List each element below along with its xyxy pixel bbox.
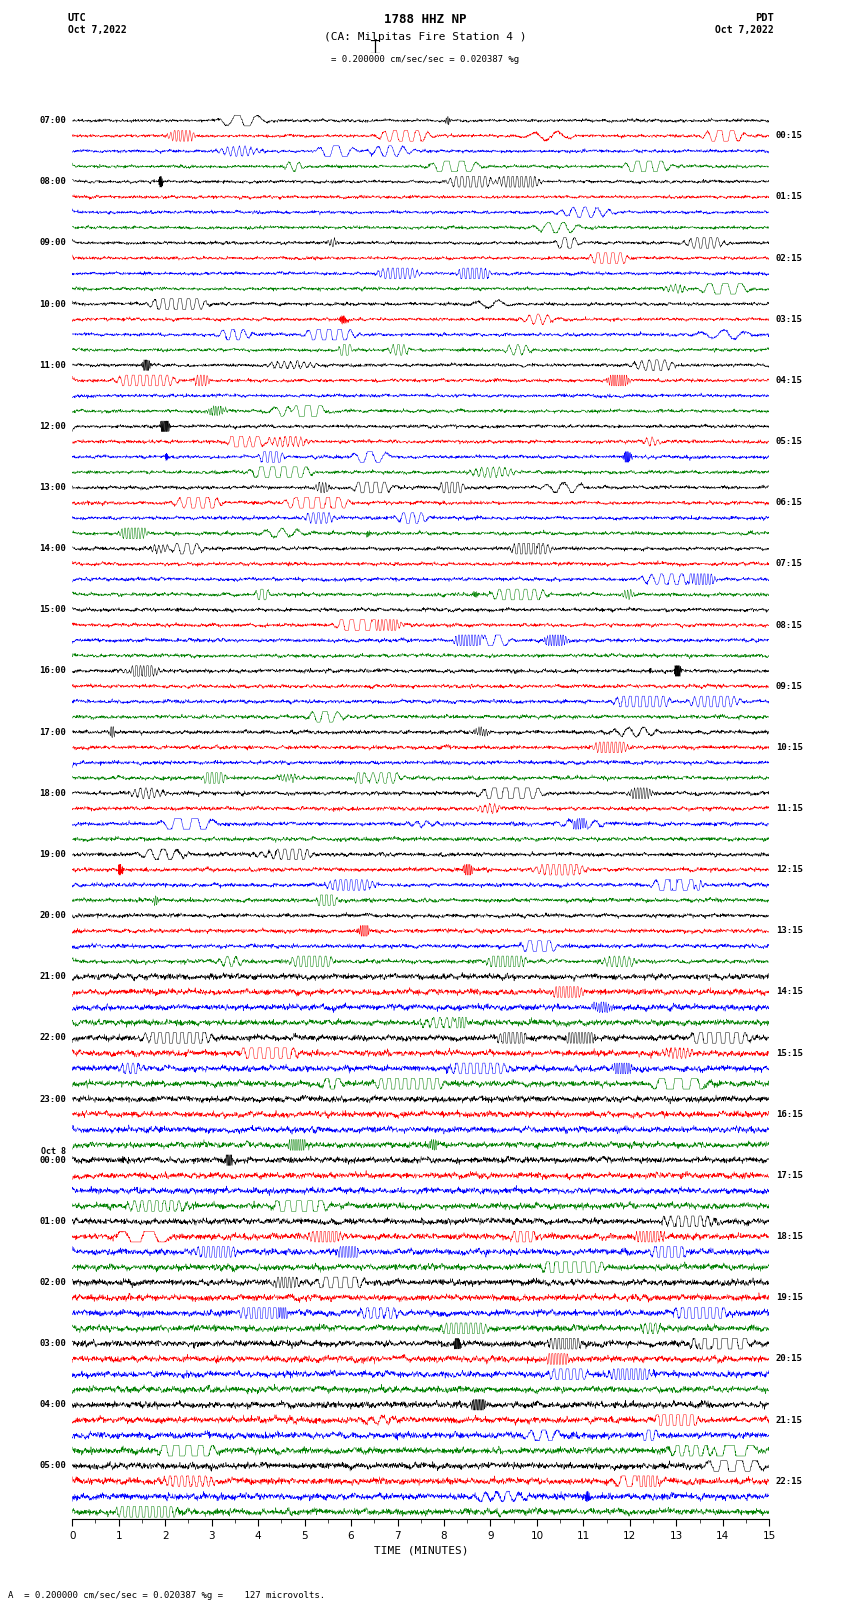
Text: 10:15: 10:15 xyxy=(776,744,802,752)
Text: 20:15: 20:15 xyxy=(776,1355,802,1363)
Text: 16:15: 16:15 xyxy=(776,1110,802,1119)
Text: 11:00: 11:00 xyxy=(40,361,66,369)
Text: 05:15: 05:15 xyxy=(776,437,802,447)
Text: 04:00: 04:00 xyxy=(40,1400,66,1410)
Text: 06:15: 06:15 xyxy=(776,498,802,506)
Text: Oct 7,2022: Oct 7,2022 xyxy=(68,26,127,35)
Text: 12:15: 12:15 xyxy=(776,865,802,874)
X-axis label: TIME (MINUTES): TIME (MINUTES) xyxy=(373,1545,468,1555)
Text: 04:15: 04:15 xyxy=(776,376,802,386)
Text: 14:15: 14:15 xyxy=(776,987,802,997)
Text: 09:00: 09:00 xyxy=(40,239,66,247)
Text: 13:00: 13:00 xyxy=(40,482,66,492)
Text: 23:00: 23:00 xyxy=(40,1095,66,1103)
Text: A  = 0.200000 cm/sec/sec = 0.020387 %g =    127 microvolts.: A = 0.200000 cm/sec/sec = 0.020387 %g = … xyxy=(8,1590,326,1600)
Text: 08:15: 08:15 xyxy=(776,621,802,629)
Text: 15:00: 15:00 xyxy=(40,605,66,615)
Text: 00:00: 00:00 xyxy=(40,1155,66,1165)
Text: 03:15: 03:15 xyxy=(776,315,802,324)
Text: 22:00: 22:00 xyxy=(40,1034,66,1042)
Text: 05:00: 05:00 xyxy=(40,1461,66,1471)
Text: 18:00: 18:00 xyxy=(40,789,66,798)
Text: 01:00: 01:00 xyxy=(40,1216,66,1226)
Text: 15:15: 15:15 xyxy=(776,1048,802,1058)
Text: 21:00: 21:00 xyxy=(40,973,66,981)
Text: 17:15: 17:15 xyxy=(776,1171,802,1181)
Text: 19:00: 19:00 xyxy=(40,850,66,858)
Text: 22:15: 22:15 xyxy=(776,1478,802,1486)
Text: 14:00: 14:00 xyxy=(40,544,66,553)
Text: UTC: UTC xyxy=(68,13,87,23)
Text: 1788 HHZ NP: 1788 HHZ NP xyxy=(383,13,467,26)
Text: 18:15: 18:15 xyxy=(776,1232,802,1240)
Text: 12:00: 12:00 xyxy=(40,423,66,431)
Text: 09:15: 09:15 xyxy=(776,682,802,690)
Text: 17:00: 17:00 xyxy=(40,727,66,737)
Text: (CA: Milpitas Fire Station 4 ): (CA: Milpitas Fire Station 4 ) xyxy=(324,32,526,42)
Text: 07:15: 07:15 xyxy=(776,560,802,568)
Text: 01:15: 01:15 xyxy=(776,192,802,202)
Text: 21:15: 21:15 xyxy=(776,1416,802,1424)
Text: Oct 7,2022: Oct 7,2022 xyxy=(715,26,774,35)
Text: 19:15: 19:15 xyxy=(776,1294,802,1302)
Text: PDT: PDT xyxy=(755,13,774,23)
Text: 02:00: 02:00 xyxy=(40,1277,66,1287)
Text: 08:00: 08:00 xyxy=(40,177,66,185)
Text: 20:00: 20:00 xyxy=(40,911,66,919)
Text: 02:15: 02:15 xyxy=(776,253,802,263)
Text: 07:00: 07:00 xyxy=(40,116,66,126)
Text: 03:00: 03:00 xyxy=(40,1339,66,1348)
Text: 10:00: 10:00 xyxy=(40,300,66,308)
Text: = 0.200000 cm/sec/sec = 0.020387 %g: = 0.200000 cm/sec/sec = 0.020387 %g xyxy=(331,55,519,65)
Text: 13:15: 13:15 xyxy=(776,926,802,936)
Text: Oct 8: Oct 8 xyxy=(42,1147,66,1157)
Text: 11:15: 11:15 xyxy=(776,803,802,813)
Text: 00:15: 00:15 xyxy=(776,131,802,140)
Text: 16:00: 16:00 xyxy=(40,666,66,676)
